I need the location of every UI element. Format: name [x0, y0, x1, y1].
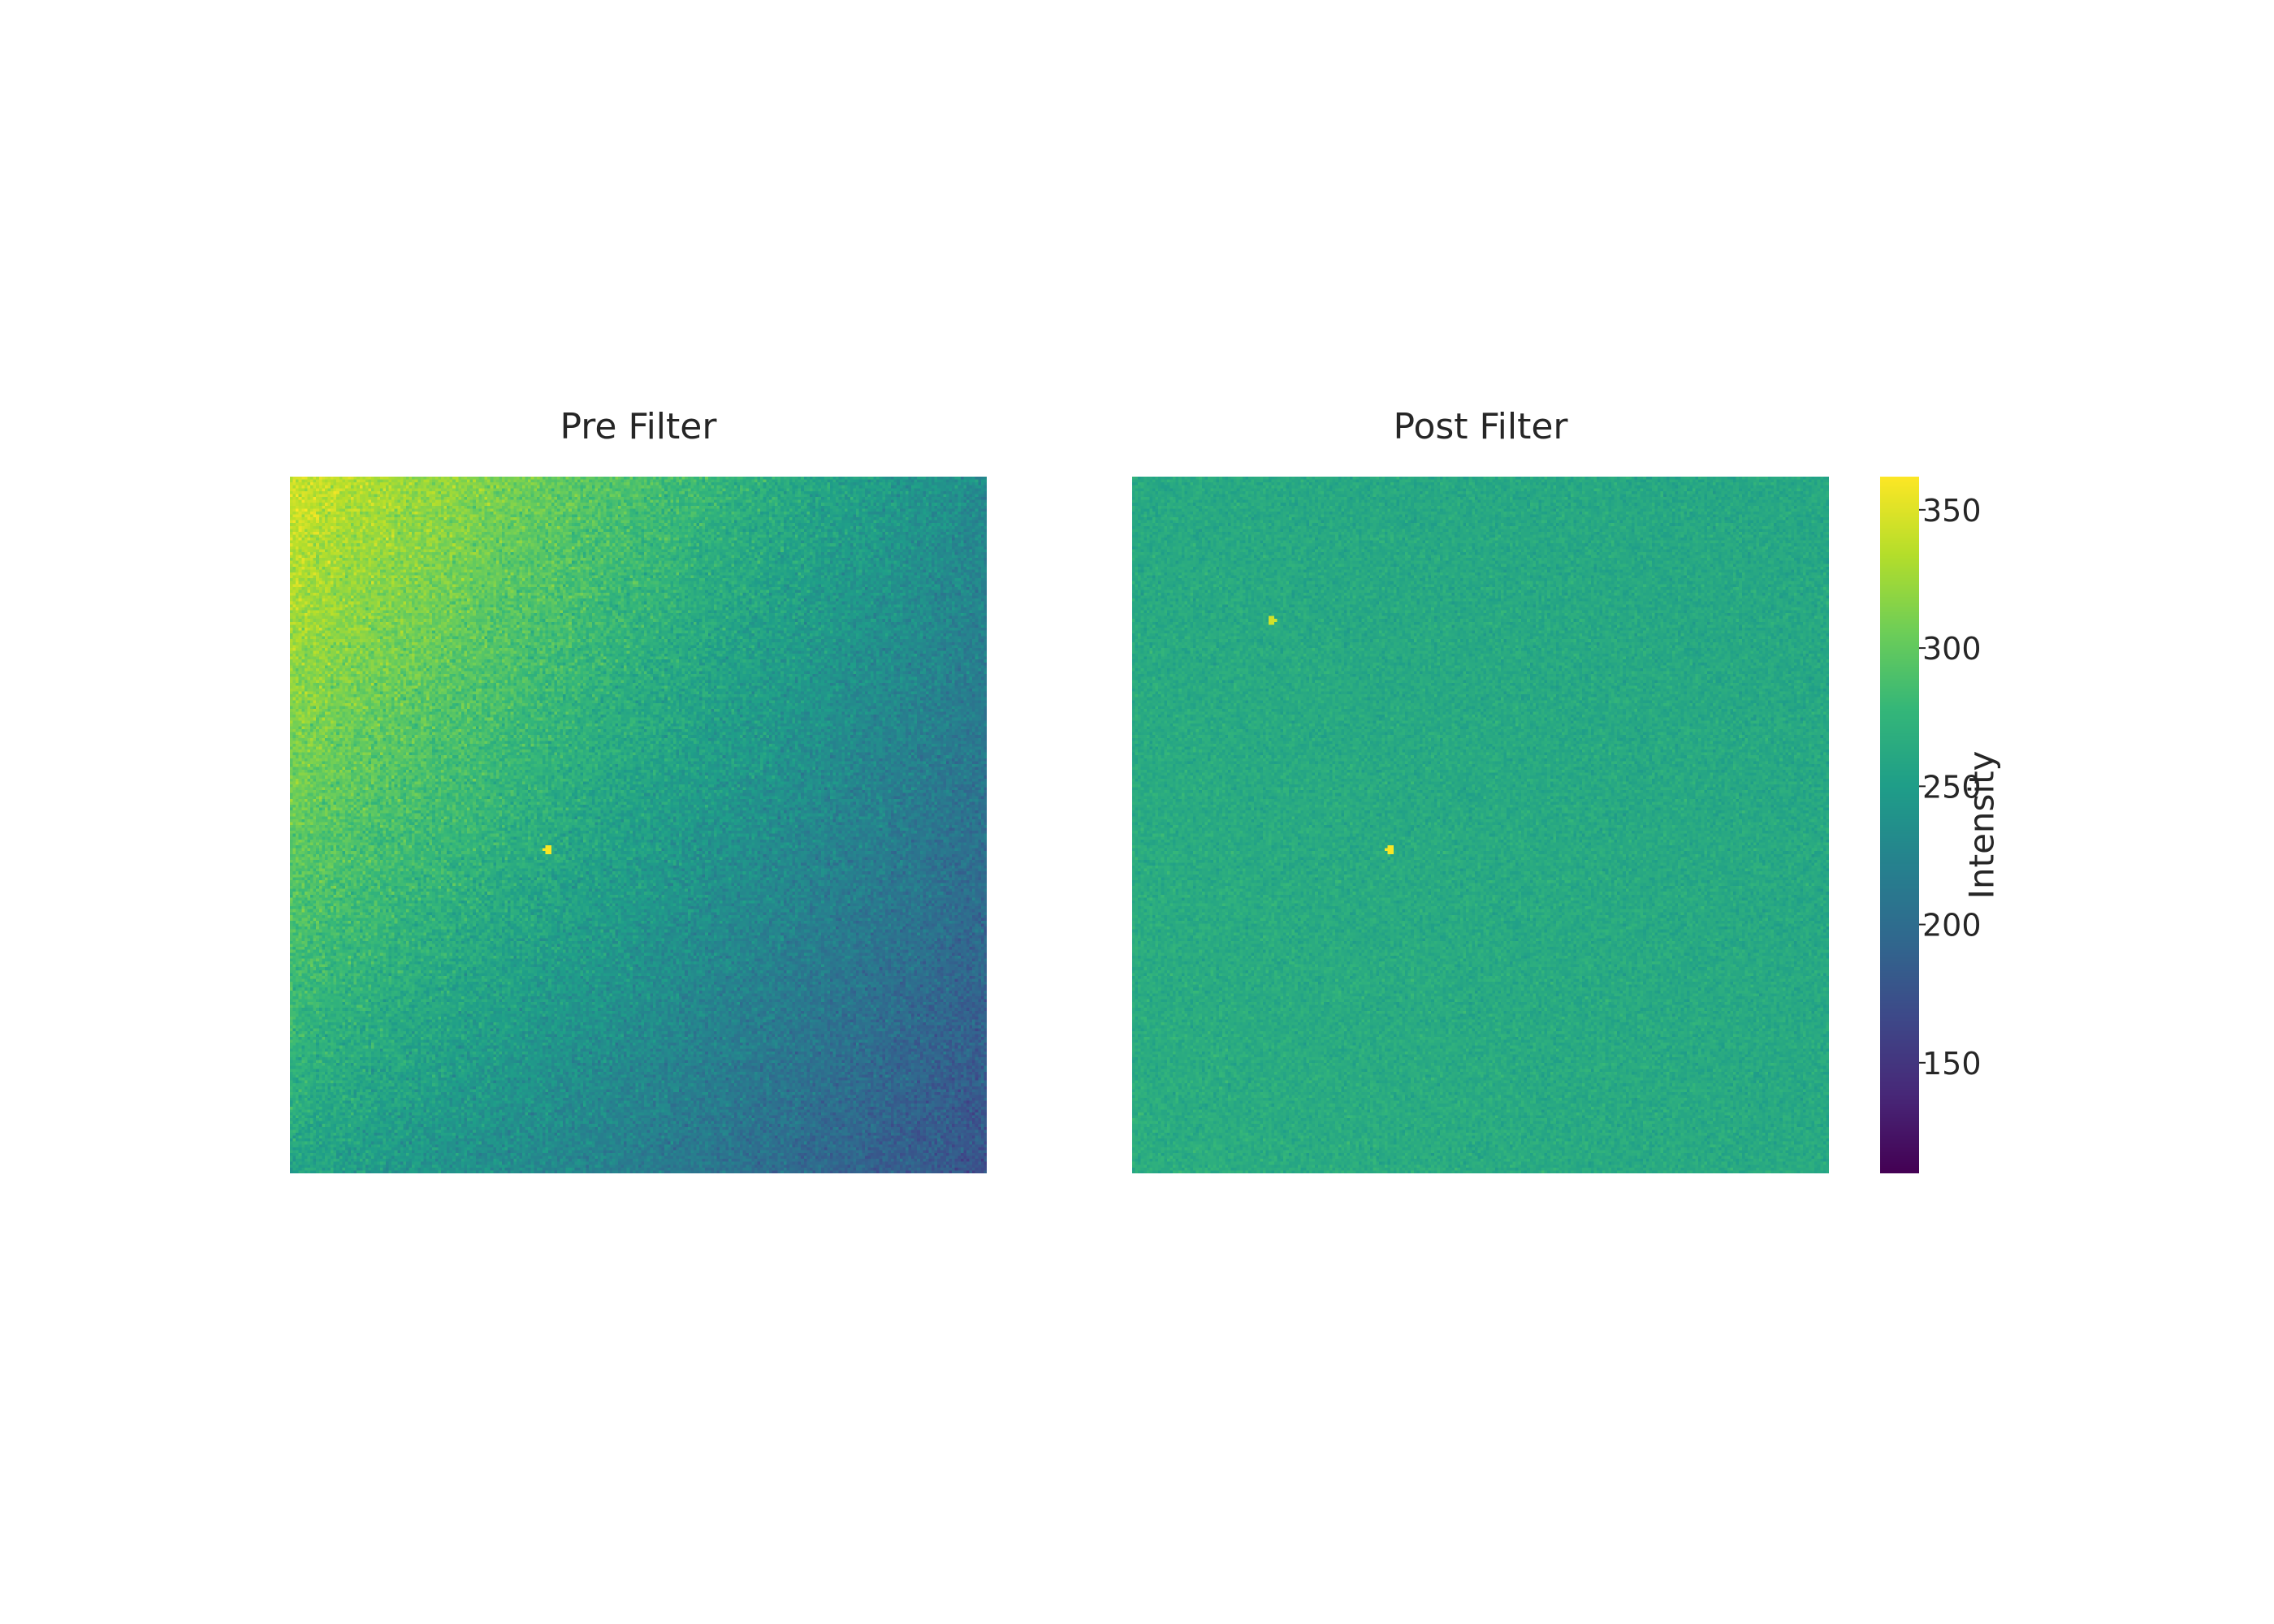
colorbar-tick-label-200: 200	[1922, 908, 1982, 944]
pre-filter-title: Pre Filter	[560, 406, 717, 447]
post-filter-heatmap	[1132, 477, 1829, 1173]
pre-filter-heatmap	[290, 477, 987, 1173]
colorbar-label: Intensity	[1961, 750, 2002, 900]
colorbar-tick-label-350: 350	[1922, 493, 1982, 529]
colorbar-axis: 150 200 250 300 350	[1919, 493, 1982, 1082]
colorbar-tick-label-150: 150	[1922, 1046, 1982, 1082]
post-filter-title: Post Filter	[1393, 406, 1568, 447]
colorbar	[1880, 477, 1919, 1173]
colorbar-tick-label-300: 300	[1922, 631, 1982, 667]
colorbar-tick-label-250: 250	[1922, 769, 1982, 805]
